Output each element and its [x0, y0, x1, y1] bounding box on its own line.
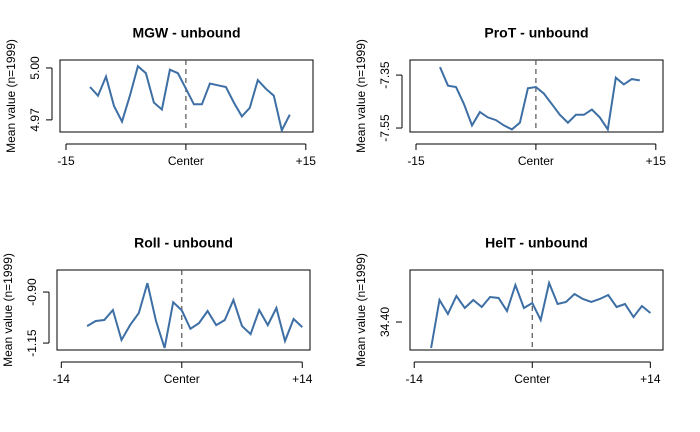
x-tick-label: -15 — [57, 154, 75, 168]
y-tick-label: 34.40 — [378, 307, 392, 337]
panel-title: ProT - unbound — [484, 25, 588, 41]
plot-frame — [409, 269, 664, 351]
y-tick-label: 5.00 — [28, 56, 42, 80]
data-line — [89, 64, 291, 134]
y-tick-label: -0.90 — [25, 278, 39, 306]
y-tick-label: -7.35 — [378, 61, 392, 89]
y-tick-label: -7.55 — [378, 114, 392, 142]
plot-frame — [56, 269, 311, 351]
panel-title: HelT - unbound — [485, 235, 588, 251]
x-tick-label: +14 — [292, 372, 313, 386]
y-tick-label: -1.15 — [25, 329, 39, 357]
data-line — [86, 282, 303, 349]
y-axis-label: Mean value (n=1999) — [354, 39, 368, 153]
x-tick-label: Center — [514, 372, 550, 386]
data-line — [430, 279, 652, 349]
panel-title: MGW - unbound — [132, 25, 240, 41]
data-line — [439, 66, 640, 133]
x-tick-label: -14 — [406, 372, 424, 386]
x-tick-label: Center — [518, 154, 554, 168]
x-tick-label: -15 — [407, 154, 425, 168]
x-tick-label: Center — [168, 154, 204, 168]
x-tick-label: +15 — [646, 154, 667, 168]
y-axis-label: Mean value (n=1999) — [354, 253, 368, 367]
x-tick-label: Center — [164, 372, 200, 386]
x-tick-label: -14 — [53, 372, 71, 386]
y-axis-label: Mean value (n=1999) — [4, 39, 18, 153]
panel-title: Roll - unbound — [134, 235, 233, 251]
y-tick-label: 4.97 — [28, 108, 42, 132]
y-axis-label: Mean value (n=1999) — [1, 253, 15, 367]
x-tick-label: +14 — [640, 372, 661, 386]
x-tick-label: +15 — [296, 154, 317, 168]
